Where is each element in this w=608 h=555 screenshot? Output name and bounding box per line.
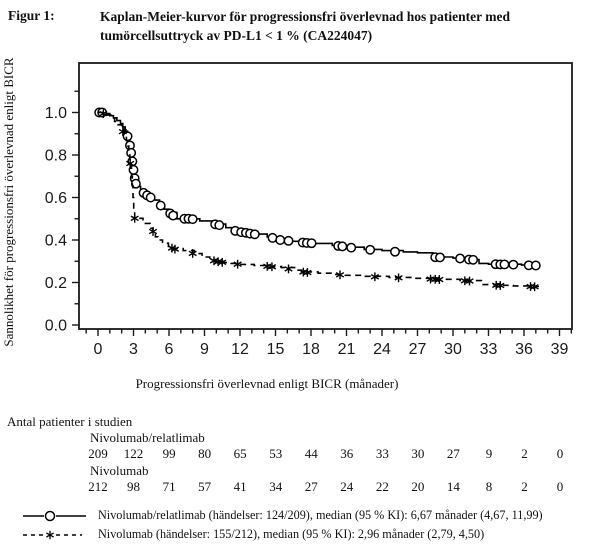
risk-value: 71 bbox=[162, 479, 176, 494]
plot-frame bbox=[78, 62, 573, 330]
svg-text:0.2: 0.2 bbox=[45, 275, 67, 292]
svg-text:0.8: 0.8 bbox=[45, 148, 67, 165]
risk-row-label-nivolumab-relatlimab: Nivolumab/relatlimab bbox=[90, 430, 205, 445]
censor-marks-1 bbox=[99, 109, 539, 292]
risk-row-values-nivolumab: 212 98 71 57 41 34 27 24 22 20 14 8 2 0 bbox=[0, 479, 608, 495]
svg-text:18: 18 bbox=[302, 341, 320, 358]
risk-row-values-nivolumab-relatlimab: 209 122 99 80 65 53 44 36 33 30 27 9 2 0 bbox=[0, 446, 608, 462]
svg-text:24: 24 bbox=[373, 341, 391, 358]
legend-entry-nivolumab: Nivolumab (händelser: 155/212), median (… bbox=[20, 525, 608, 544]
svg-text:9: 9 bbox=[200, 341, 209, 358]
svg-text:12: 12 bbox=[231, 341, 249, 358]
risk-value: 20 bbox=[411, 479, 425, 494]
risk-value: 57 bbox=[198, 479, 212, 494]
legend-text: Nivolumab/relatlimab (händelser: 124/209… bbox=[98, 508, 543, 522]
x-axis: 0 3 6 9 12 15 18 21 24 27 30 33 36 39 bbox=[85, 329, 573, 358]
risk-value: 212 bbox=[88, 479, 108, 494]
svg-text:21: 21 bbox=[338, 341, 356, 358]
risk-value: 24 bbox=[340, 479, 354, 494]
risk-value: 14 bbox=[446, 479, 460, 494]
risk-value: 0 bbox=[556, 479, 564, 494]
svg-text:3: 3 bbox=[129, 341, 138, 358]
risk-value: 34 bbox=[269, 479, 283, 494]
svg-text:39: 39 bbox=[551, 341, 569, 358]
risk-value: 22 bbox=[375, 479, 389, 494]
figure-title-line2: tumörcellsuttryck av PD-L1 < 1 % (CA2240… bbox=[100, 27, 373, 43]
risk-value: 8 bbox=[485, 479, 493, 494]
svg-text:30: 30 bbox=[444, 341, 462, 358]
risk-value: 36 bbox=[340, 446, 354, 461]
risk-value: 30 bbox=[411, 446, 425, 461]
risk-value: 209 bbox=[88, 446, 108, 461]
risk-value: 0 bbox=[556, 446, 564, 461]
y-axis: 0.0 0.2 0.4 0.6 0.8 1.0 bbox=[45, 90, 79, 335]
legend-entry-nivolumab-relatlimab: Nivolumab/relatlimab (händelser: 124/209… bbox=[20, 506, 608, 525]
risk-value: 80 bbox=[198, 446, 212, 461]
svg-text:0.4: 0.4 bbox=[45, 233, 67, 250]
risk-value: 53 bbox=[269, 446, 283, 461]
risk-value: 27 bbox=[446, 446, 460, 461]
dashed-line-asterisk-icon bbox=[23, 530, 82, 539]
svg-text:0: 0 bbox=[94, 341, 103, 358]
figure-number-label: Figur 1: bbox=[8, 8, 55, 23]
risk-row-label-nivolumab: Nivolumab bbox=[90, 463, 149, 478]
legend-text: Nivolumab (händelser: 155/212), median (… bbox=[98, 527, 485, 541]
svg-text:36: 36 bbox=[515, 341, 533, 358]
svg-text:1.0: 1.0 bbox=[45, 105, 67, 122]
solid-line-circle-icon bbox=[23, 510, 86, 521]
svg-text:0.6: 0.6 bbox=[45, 190, 67, 207]
risk-value: 2 bbox=[521, 446, 528, 461]
risk-value: 9 bbox=[485, 446, 493, 461]
risk-value: 65 bbox=[233, 446, 247, 461]
y-axis-title: Sannolikhet för progressionsfri överlevn… bbox=[1, 57, 16, 347]
svg-text:6: 6 bbox=[165, 341, 174, 358]
risk-value: 41 bbox=[233, 479, 247, 494]
censor-marks-0 bbox=[94, 107, 541, 271]
risk-value: 27 bbox=[304, 479, 318, 494]
svg-text:15: 15 bbox=[267, 341, 285, 358]
figure-title: Figur 1: Kaplan-Meier-kurvor för progres… bbox=[8, 8, 570, 46]
risk-value: 99 bbox=[162, 446, 176, 461]
risk-value: 2 bbox=[521, 479, 528, 494]
svg-text:27: 27 bbox=[409, 341, 427, 358]
risk-value: 33 bbox=[375, 446, 389, 461]
chart-legend: Nivolumab/relatlimab (händelser: 124/209… bbox=[20, 506, 608, 544]
risk-value: 98 bbox=[127, 479, 141, 494]
figure-title-text: Kaplan-Meier-kurvor för progressionsfri … bbox=[100, 8, 570, 46]
risk-table-title: Antal patienter i studien bbox=[7, 414, 133, 429]
risk-value: 44 bbox=[304, 446, 318, 461]
figure-title-line1: Kaplan-Meier-kurvor för progressionsfri … bbox=[100, 9, 510, 24]
x-axis-title: Progressionsfri överlevnad enligt BICR (… bbox=[136, 376, 399, 391]
km-curve-1 bbox=[98, 111, 541, 288]
risk-value: 122 bbox=[123, 446, 144, 461]
kaplan-meier-chart: 0 3 6 9 12 15 18 21 24 27 30 33 36 390.00.20.40.60.81… bbox=[1, 57, 573, 391]
svg-text:33: 33 bbox=[480, 341, 498, 358]
km-curve-0 bbox=[98, 111, 541, 266]
svg-text:0.0: 0.0 bbox=[45, 318, 67, 335]
